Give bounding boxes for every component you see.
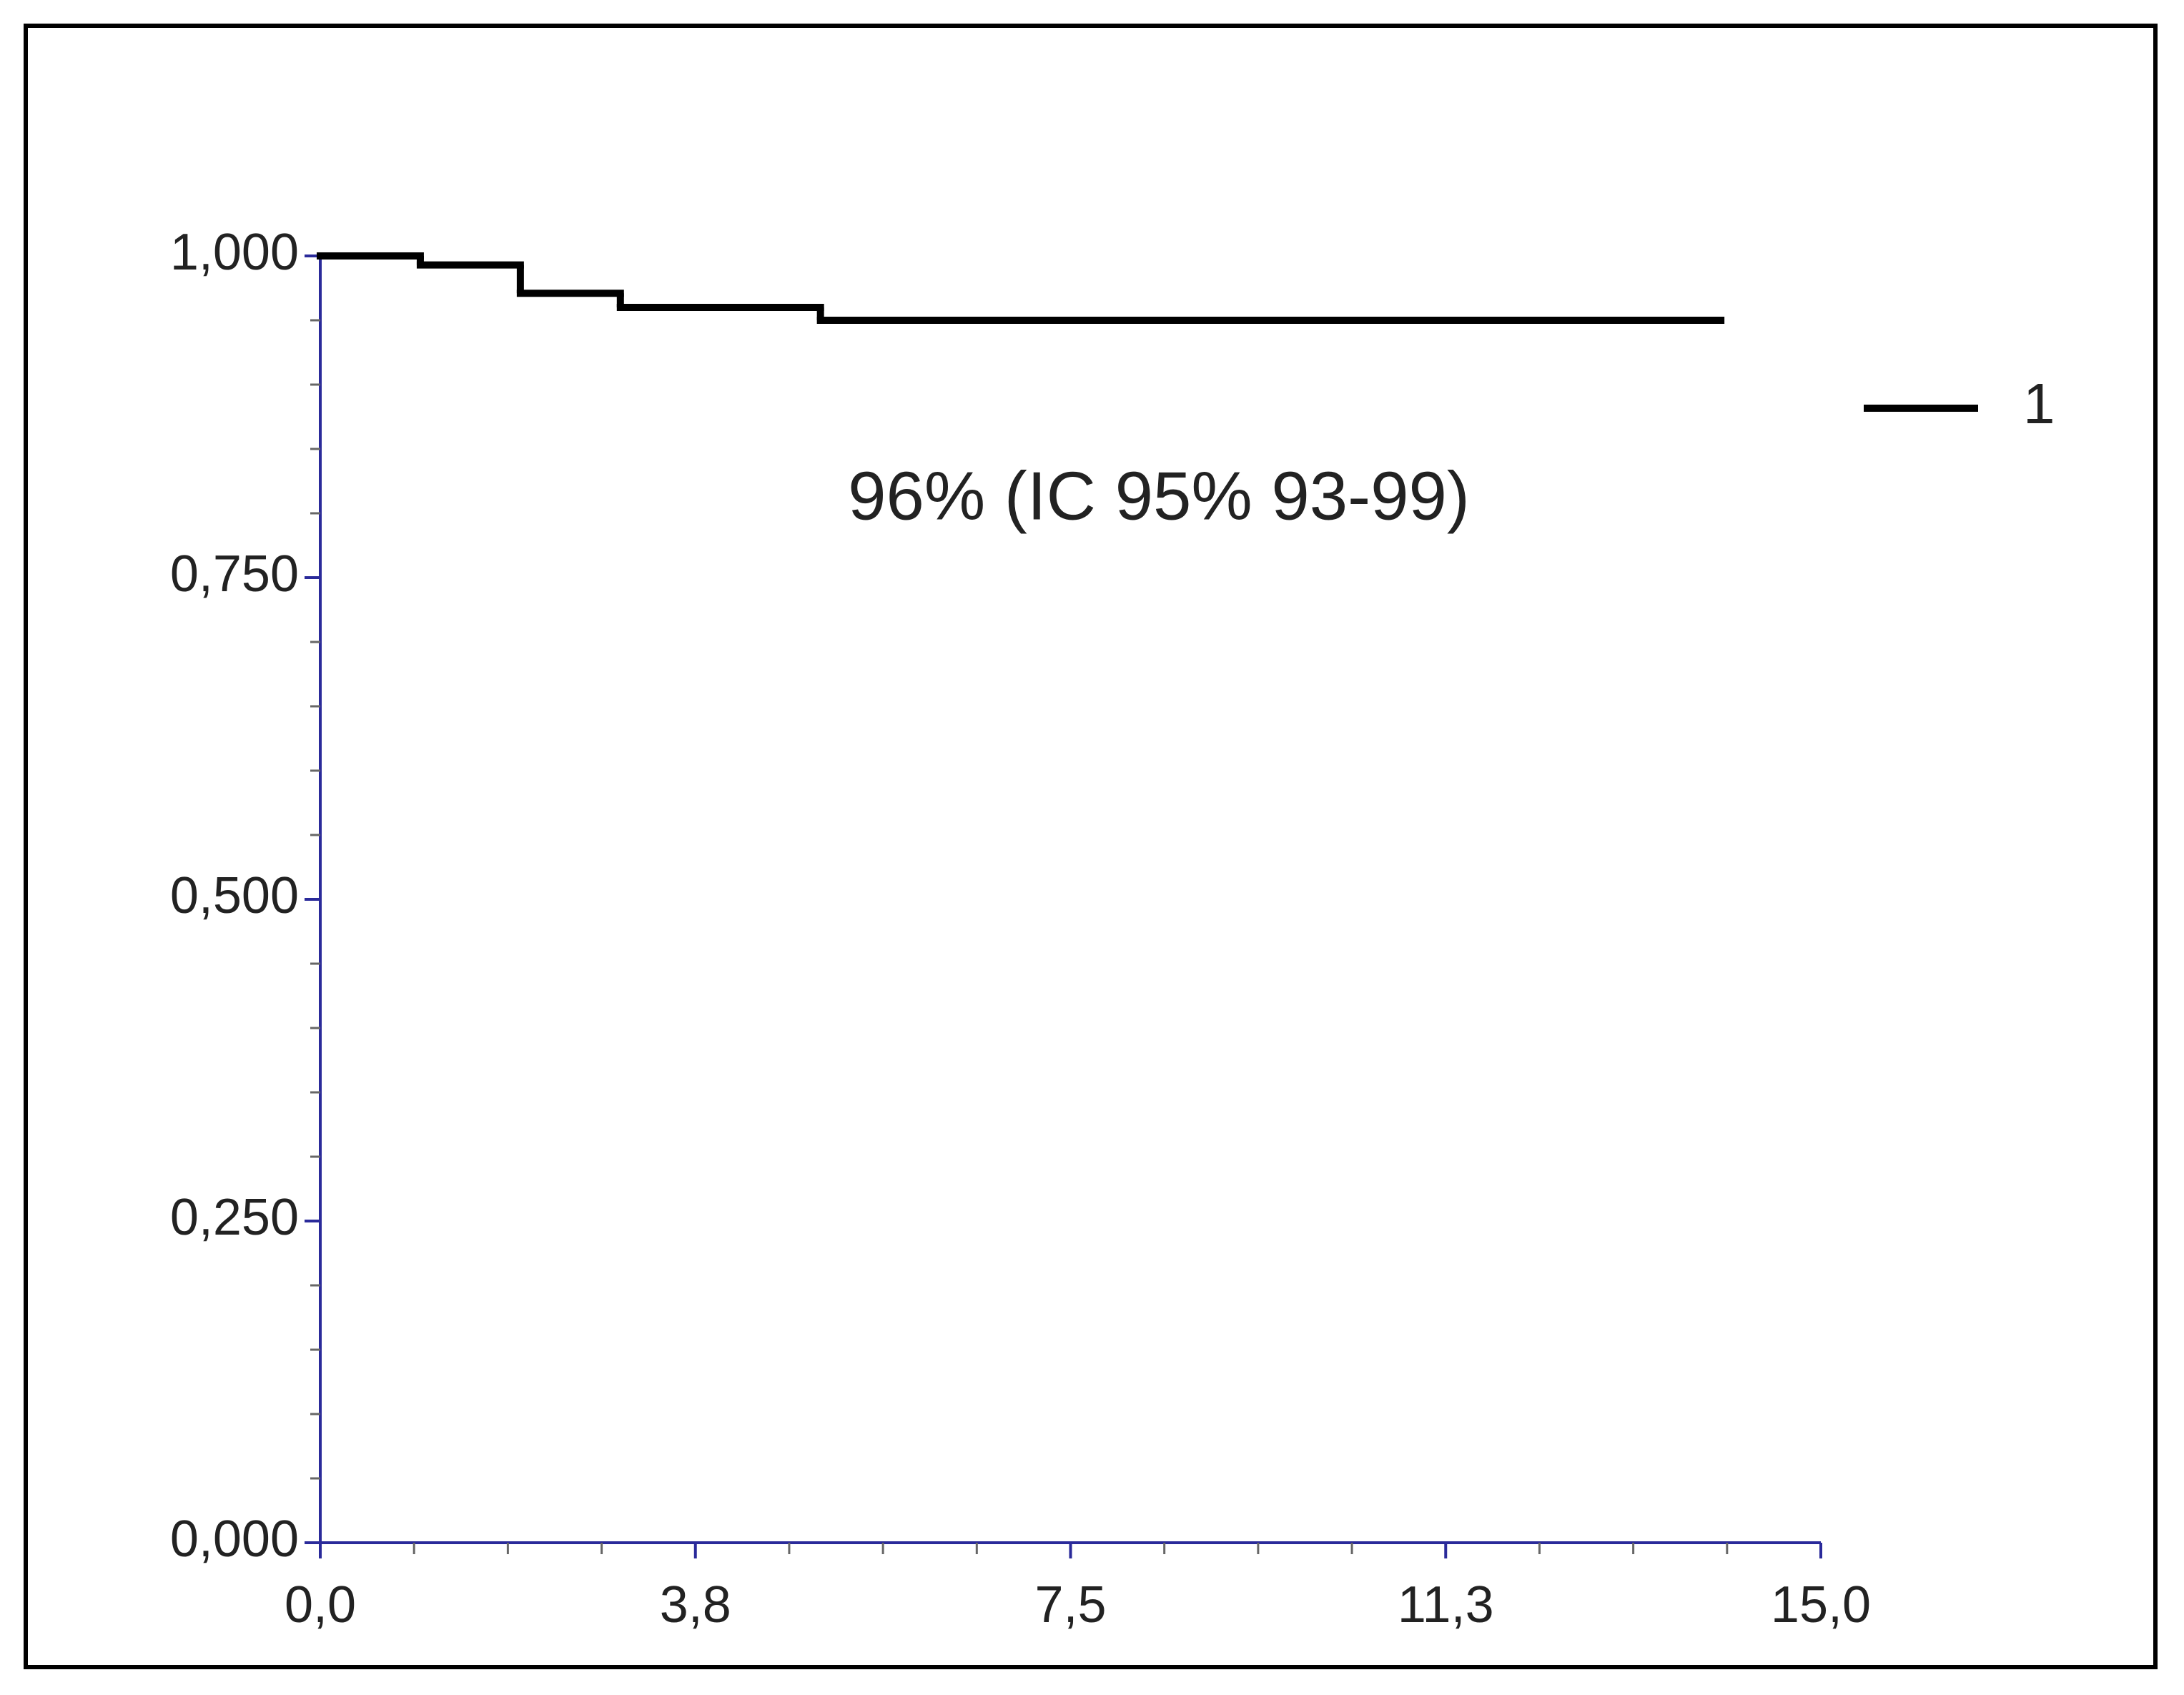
y-tick-label: 0,500 [170,867,299,924]
legend-label: 1 [2023,372,2055,435]
y-tick-label: 0,750 [170,545,299,603]
x-tick-label: 7,5 [1034,1576,1106,1634]
x-tick-label: 15,0 [1771,1576,1871,1634]
y-tick-label: 1,000 [170,224,299,281]
x-tick-label: 0,0 [285,1576,356,1634]
annotation: 96% (IC 95% 93-99) [848,458,1470,534]
y-tick-label: 0,250 [170,1189,299,1246]
x-tick-label: 11,3 [1398,1576,1494,1634]
frame [24,24,2158,1669]
x-tick-label: 3,8 [660,1576,731,1634]
y-tick-label: 0,000 [170,1511,299,1568]
